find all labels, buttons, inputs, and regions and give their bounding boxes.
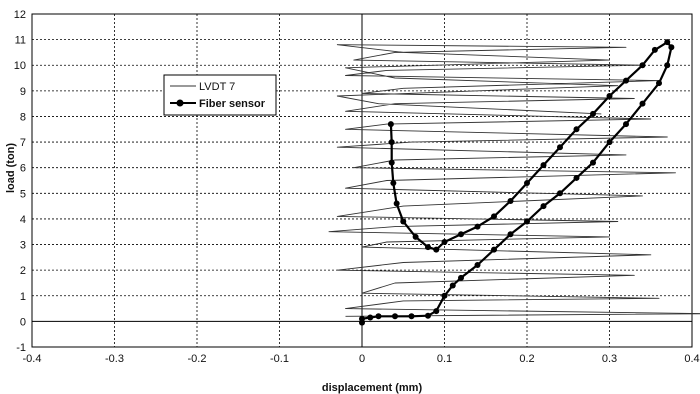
data-point-fiber (557, 144, 563, 151)
data-point-fiber (557, 190, 563, 197)
y-tick-label: 2 (20, 265, 26, 277)
y-tick-label: 1 (20, 291, 26, 303)
data-point-fiber (387, 121, 394, 128)
y-tick-label: -1 (16, 342, 26, 354)
data-point-fiber (425, 312, 431, 319)
x-tick-label: -0.1 (270, 353, 289, 365)
x-tick-label: 0.3 (602, 353, 617, 365)
data-point-fiber (507, 231, 514, 238)
data-point-fiber (491, 213, 497, 220)
legend: LVDT 7 Fiber sensor (163, 74, 277, 116)
y-tick-label: 4 (20, 214, 26, 226)
y-tick-label: 7 (20, 137, 26, 149)
data-point-fiber (393, 200, 400, 207)
plot-area (328, 39, 700, 326)
grid-lines (32, 14, 692, 347)
data-point-fiber (524, 180, 530, 187)
y-tick-label: 6 (20, 163, 26, 175)
data-point-fiber (367, 314, 374, 321)
x-tick-label: -0.2 (188, 353, 207, 365)
data-point-fiber (639, 100, 646, 107)
y-axis-title: load (ton) (5, 143, 17, 193)
data-point-fiber (540, 203, 547, 210)
y-tick-label: 11 (15, 35, 26, 47)
data-point-fiber (392, 313, 398, 320)
data-point-fiber (664, 62, 671, 69)
data-point-fiber (573, 174, 580, 181)
data-point-fiber (524, 218, 530, 225)
x-tick-label: 0.4 (684, 353, 699, 365)
data-point-fiber (441, 292, 448, 299)
data-point-fiber (639, 62, 646, 69)
data-point-fiber (359, 315, 365, 322)
legend-label-fiber: Fiber sensor (199, 98, 266, 110)
data-point-fiber (573, 126, 580, 133)
data-point-fiber (375, 313, 382, 320)
data-point-fiber (474, 223, 481, 230)
data-point-fiber (425, 244, 431, 251)
tick-labels: -0.4 -0.3 -0.2 -0.1 0 0.1 0.2 0.3 0.4-1012345678… (14, 9, 700, 365)
data-point-fiber (474, 262, 481, 269)
data-point-fiber (441, 238, 448, 245)
y-tick-label: 3 (20, 240, 26, 252)
data-point-fiber (540, 162, 547, 169)
y-tick-label: 0 (20, 316, 26, 328)
x-axis-title: displacement (mm) (322, 382, 423, 394)
x-tick-label: 0.2 (519, 353, 534, 365)
data-point-fiber (390, 180, 397, 187)
x-tick-label: 0.1 (437, 353, 452, 365)
legend-box (163, 74, 277, 116)
x-tick-label: 0 (359, 353, 365, 365)
legend-label-lvdt: LVDT 7 (199, 81, 235, 93)
y-tick-label: 9 (20, 86, 26, 98)
data-point-fiber (388, 139, 395, 146)
x-tick-label: -0.3 (105, 353, 124, 365)
data-point-fiber (590, 110, 596, 117)
data-point-fiber (458, 274, 464, 281)
data-point-fiber (408, 313, 415, 320)
data-point-fiber (664, 39, 671, 46)
data-point-fiber (507, 197, 514, 204)
data-point-fiber (668, 44, 675, 51)
x-tick-label: -0.4 (23, 353, 42, 365)
data-point-fiber (449, 282, 456, 289)
data-point-fiber (606, 92, 613, 99)
data-point-fiber (651, 46, 658, 53)
data-point-fiber (400, 218, 407, 225)
y-tick-label: 10 (14, 60, 26, 72)
series-line-lvdt (328, 44, 700, 317)
data-point-fiber (491, 246, 497, 253)
y-tick-label: 5 (20, 188, 26, 200)
data-point-fiber (623, 121, 629, 128)
data-point-fiber (623, 77, 629, 84)
data-point-fiber (656, 80, 662, 87)
series-line-fiber (360, 41, 673, 323)
data-point-fiber (590, 159, 596, 166)
data-point-fiber (606, 139, 613, 146)
data-point-fiber (458, 231, 464, 238)
data-point-fiber (388, 159, 395, 166)
data-point-fiber (433, 246, 440, 253)
y-tick-label: 8 (20, 111, 26, 123)
y-tick-label: 12 (14, 9, 26, 21)
legend-marker-fiber (176, 99, 184, 107)
data-point-fiber (433, 308, 440, 315)
data-point-fiber (412, 233, 419, 240)
